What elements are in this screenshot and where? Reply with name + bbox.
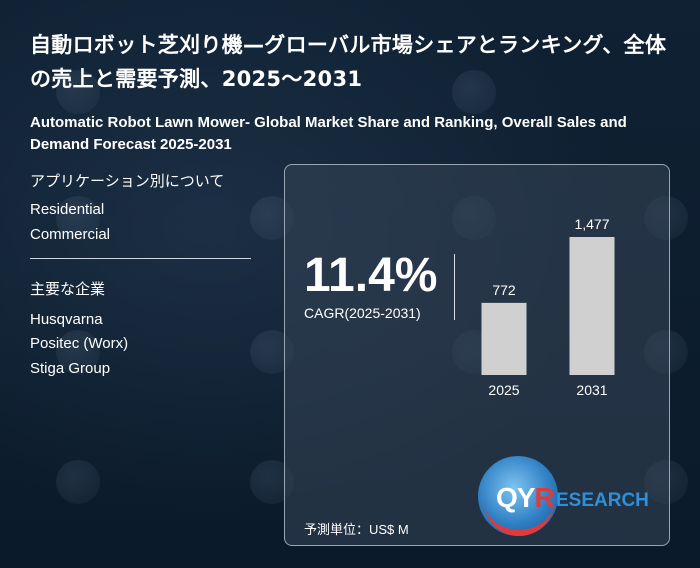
watermark-icon — [56, 70, 100, 114]
cagr-label: CAGR(2025-2031) — [304, 305, 421, 321]
application-item-residential: Residential — [30, 201, 105, 218]
logo-research-text: ESEARCH — [556, 490, 649, 511]
swoosh-icon — [484, 496, 554, 536]
bar-2025 — [481, 302, 527, 375]
logo-brand-text: QYR — [496, 482, 555, 513]
x-tick-label-2031: 2031 — [576, 382, 607, 398]
bar-2031 — [569, 237, 615, 375]
company-item-husqvarna: Husqvarna — [30, 311, 103, 328]
unit-label: 予測単位：US$ M — [304, 522, 409, 537]
cagr-value: 11.4% — [304, 249, 438, 302]
company-item-positec: Positec (Worx) — [30, 335, 129, 352]
watermark-icon — [56, 460, 100, 504]
x-tick-label-2025: 2025 — [488, 382, 519, 398]
data-label-2031: 1,477 — [574, 216, 609, 232]
page-title-english: Automatic Robot Lawn Mower- Global Marke… — [30, 114, 627, 153]
company-item-stiga: Stiga Group — [30, 360, 111, 377]
application-heading: アプリケーション別について — [30, 172, 225, 190]
cagr-divider — [454, 254, 455, 320]
application-item-commercial: Commercial — [30, 226, 111, 243]
watermark-icon — [56, 196, 100, 240]
watermark-icon — [56, 330, 100, 374]
companies-heading: 主要な企業 — [30, 280, 106, 298]
watermark-icon — [452, 70, 496, 114]
page-title-japanese: 自動ロボット芝刈り機—グローバル市場シェアとランキング、全体の売上と需要予測、2… — [30, 33, 667, 91]
qyresearch-logo: QYR ESEARCH — [478, 456, 658, 546]
data-label-2025: 772 — [492, 282, 516, 298]
section-divider — [30, 258, 251, 259]
